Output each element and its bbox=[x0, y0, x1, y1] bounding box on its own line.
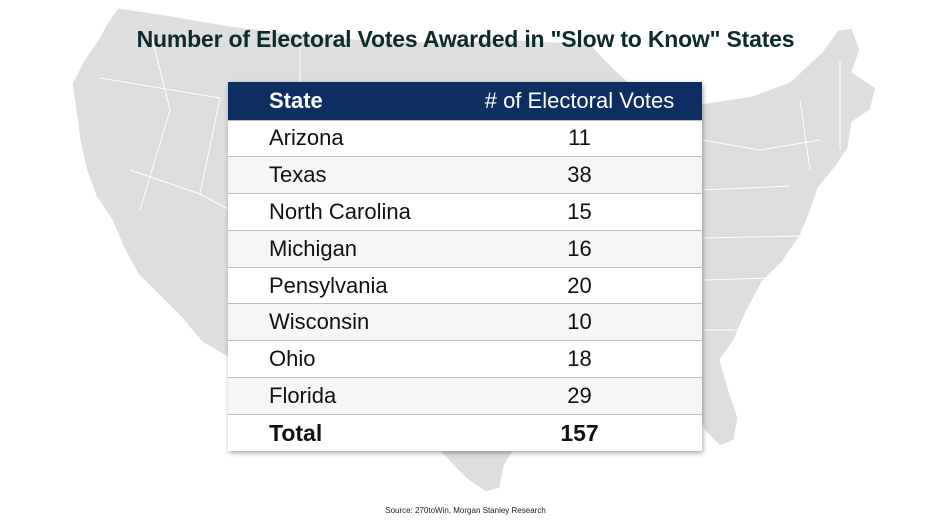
table-row: Florida 29 bbox=[228, 377, 702, 415]
cell-votes: 11 bbox=[568, 125, 591, 151]
table-row: Wisconsin 10 bbox=[228, 303, 702, 341]
page-title: Number of Electoral Votes Awarded in "Sl… bbox=[136, 26, 795, 52]
cell-votes: 18 bbox=[567, 346, 592, 372]
table-row: Arizona 11 bbox=[228, 120, 702, 157]
cell-state: Ohio bbox=[269, 346, 316, 372]
cell-state: North Carolina bbox=[269, 198, 411, 224]
table-row: Texas 38 bbox=[228, 156, 702, 194]
table-row: Ohio 18 bbox=[228, 340, 702, 378]
electoral-votes-table: State # of Electoral Votes Arizona 11 Te… bbox=[228, 82, 702, 452]
state-border-lines bbox=[99, 29, 841, 331]
source-note: Source: 270toWin, Morgan Stanley Researc… bbox=[385, 506, 546, 515]
total-label: Total bbox=[269, 419, 323, 446]
table-row: Pensylvania 20 bbox=[228, 267, 702, 304]
table-header-row: State # of Electoral Votes bbox=[228, 82, 702, 120]
cell-state: Wisconsin bbox=[269, 309, 370, 335]
cell-state: Texas bbox=[269, 162, 327, 188]
table-row: North Carolina 15 bbox=[228, 193, 702, 231]
us-map-silhouette bbox=[71, 7, 877, 493]
cell-votes: 16 bbox=[567, 235, 592, 261]
cell-votes: 10 bbox=[567, 309, 592, 335]
cell-votes: 20 bbox=[567, 272, 592, 298]
cell-votes: 15 bbox=[567, 198, 592, 224]
cell-votes: 38 bbox=[567, 162, 592, 188]
cell-state: Pensylvania bbox=[269, 272, 388, 298]
cell-votes: 29 bbox=[567, 382, 592, 408]
cell-state: Arizona bbox=[269, 125, 344, 151]
total-value: 157 bbox=[560, 419, 599, 446]
cell-state: Florida bbox=[269, 382, 337, 408]
header-state: State bbox=[269, 87, 323, 113]
cell-state: Michigan bbox=[269, 235, 358, 261]
header-electoral-votes: # of Electoral Votes bbox=[484, 87, 675, 113]
table-row: Michigan 16 bbox=[228, 230, 702, 268]
total-row: Total 157 bbox=[228, 414, 702, 452]
